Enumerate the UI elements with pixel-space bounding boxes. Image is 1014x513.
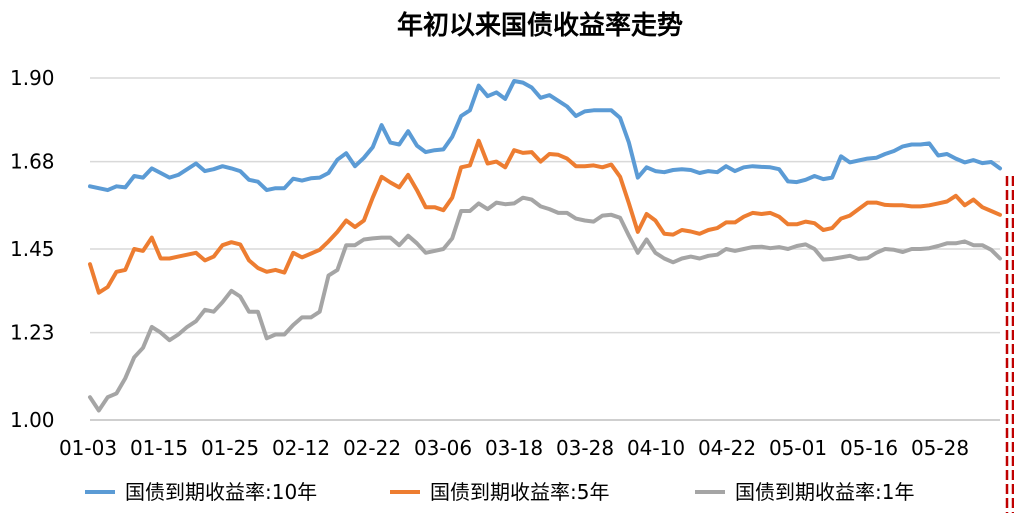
legend-label: 国债到期收益率:5年 (430, 480, 609, 504)
y-tick-label: 1.23 (10, 321, 55, 345)
y-axis-ticks: 1.00 1.23 1.45 1.68 1.90 (10, 66, 55, 432)
x-tick-label: 04-10 (627, 436, 685, 460)
legend: 国债到期收益率:10年 国债到期收益率:5年 国债到期收益率:1年 (85, 480, 914, 504)
y-tick-label: 1.45 (10, 237, 55, 261)
chart-title: 年初以来国债收益率走势 (397, 10, 683, 41)
series-line (88, 138, 1002, 295)
right-dashed-border (1005, 176, 1014, 513)
x-tick-label: 03-28 (556, 436, 614, 460)
series-lines (88, 79, 1002, 413)
x-tick-label: 01-15 (130, 436, 188, 460)
x-tick-label: 03-18 (485, 436, 543, 460)
x-tick-label: 01-03 (59, 436, 117, 460)
series-line (88, 195, 1002, 413)
x-tick-label: 03-06 (414, 436, 472, 460)
x-tick-label: 05-16 (840, 436, 898, 460)
y-tick-label: 1.90 (10, 66, 55, 90)
x-tick-label: 01-25 (201, 436, 259, 460)
legend-label: 国债到期收益率:10年 (125, 480, 317, 504)
x-tick-label: 02-22 (343, 436, 401, 460)
y-tick-label: 1.68 (10, 150, 55, 174)
x-tick-label: 04-22 (698, 436, 756, 460)
x-tick-label: 05-28 (911, 436, 969, 460)
x-tick-label: 05-01 (769, 436, 827, 460)
x-tick-label: 02-12 (272, 436, 330, 460)
series-line (88, 79, 1002, 193)
x-axis-ticks: 01-03 01-15 01-25 02-12 02-22 03-06 03-18 03-28… (59, 436, 969, 460)
legend-label: 国债到期收益率:1年 (735, 480, 914, 504)
y-tick-label: 1.00 (10, 408, 55, 432)
